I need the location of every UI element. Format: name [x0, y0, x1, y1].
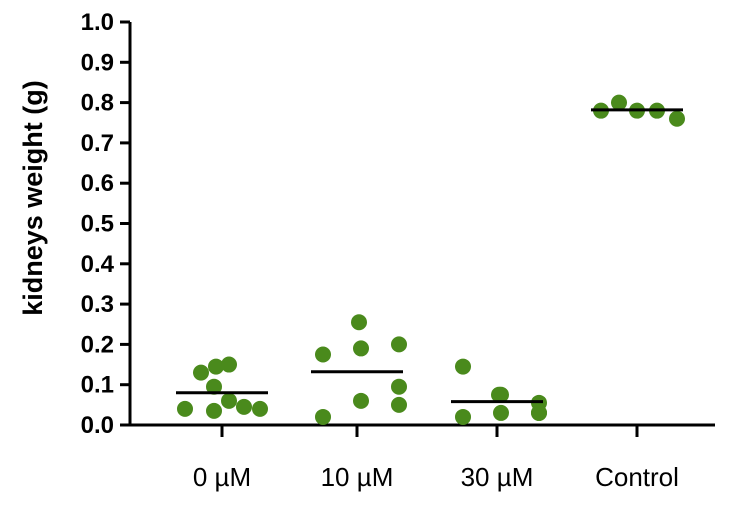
y-tick-label: 0.8 [81, 90, 114, 117]
x-axis: 0 µM 10 µM 30 µM Control [128, 423, 715, 492]
data-point [208, 358, 224, 375]
data-point [391, 378, 407, 395]
data-point [315, 346, 331, 363]
data-point [391, 336, 407, 353]
y-tick-label: 0.9 [81, 49, 114, 76]
data-point [221, 356, 237, 373]
data-point [531, 404, 547, 421]
y-tick-label: 0.0 [81, 412, 114, 439]
data-points [176, 94, 685, 425]
y-tick-label: 0.7 [81, 130, 114, 157]
y-tick-label: 0.6 [81, 170, 114, 197]
data-point [351, 314, 367, 331]
data-point [493, 404, 509, 421]
data-point [206, 402, 222, 419]
x-tick-label: 30 µM [461, 462, 534, 492]
data-point [455, 358, 471, 375]
y-tick-label: 1.0 [81, 9, 114, 36]
data-point [221, 392, 237, 409]
y-tick-label: 0.3 [81, 291, 114, 318]
data-point [236, 398, 252, 415]
data-point [353, 392, 369, 409]
x-tick-label: 10 µM [321, 462, 394, 492]
y-axis: 0.0 0.1 0.2 0.3 0.4 0.5 0.6 0.7 0.8 0.9 1.0 [81, 9, 132, 439]
x-tick-label: Control [595, 462, 679, 492]
data-point [669, 110, 685, 127]
data-point [315, 408, 331, 425]
data-point [493, 386, 509, 403]
y-axis-label: kidneys weight (g) [18, 80, 48, 316]
data-point [252, 400, 268, 417]
y-tick-label: 0.5 [81, 211, 114, 238]
data-point [455, 408, 471, 425]
data-point [206, 378, 222, 395]
x-tick-label: 0 µM [193, 462, 251, 492]
data-point [177, 400, 193, 417]
y-tick-label: 0.1 [81, 372, 114, 399]
y-tick-label: 0.4 [81, 251, 115, 278]
data-point [391, 396, 407, 413]
data-point [193, 364, 209, 381]
data-point [353, 340, 369, 357]
data-point [611, 94, 627, 111]
y-tick-label: 0.2 [81, 331, 114, 358]
